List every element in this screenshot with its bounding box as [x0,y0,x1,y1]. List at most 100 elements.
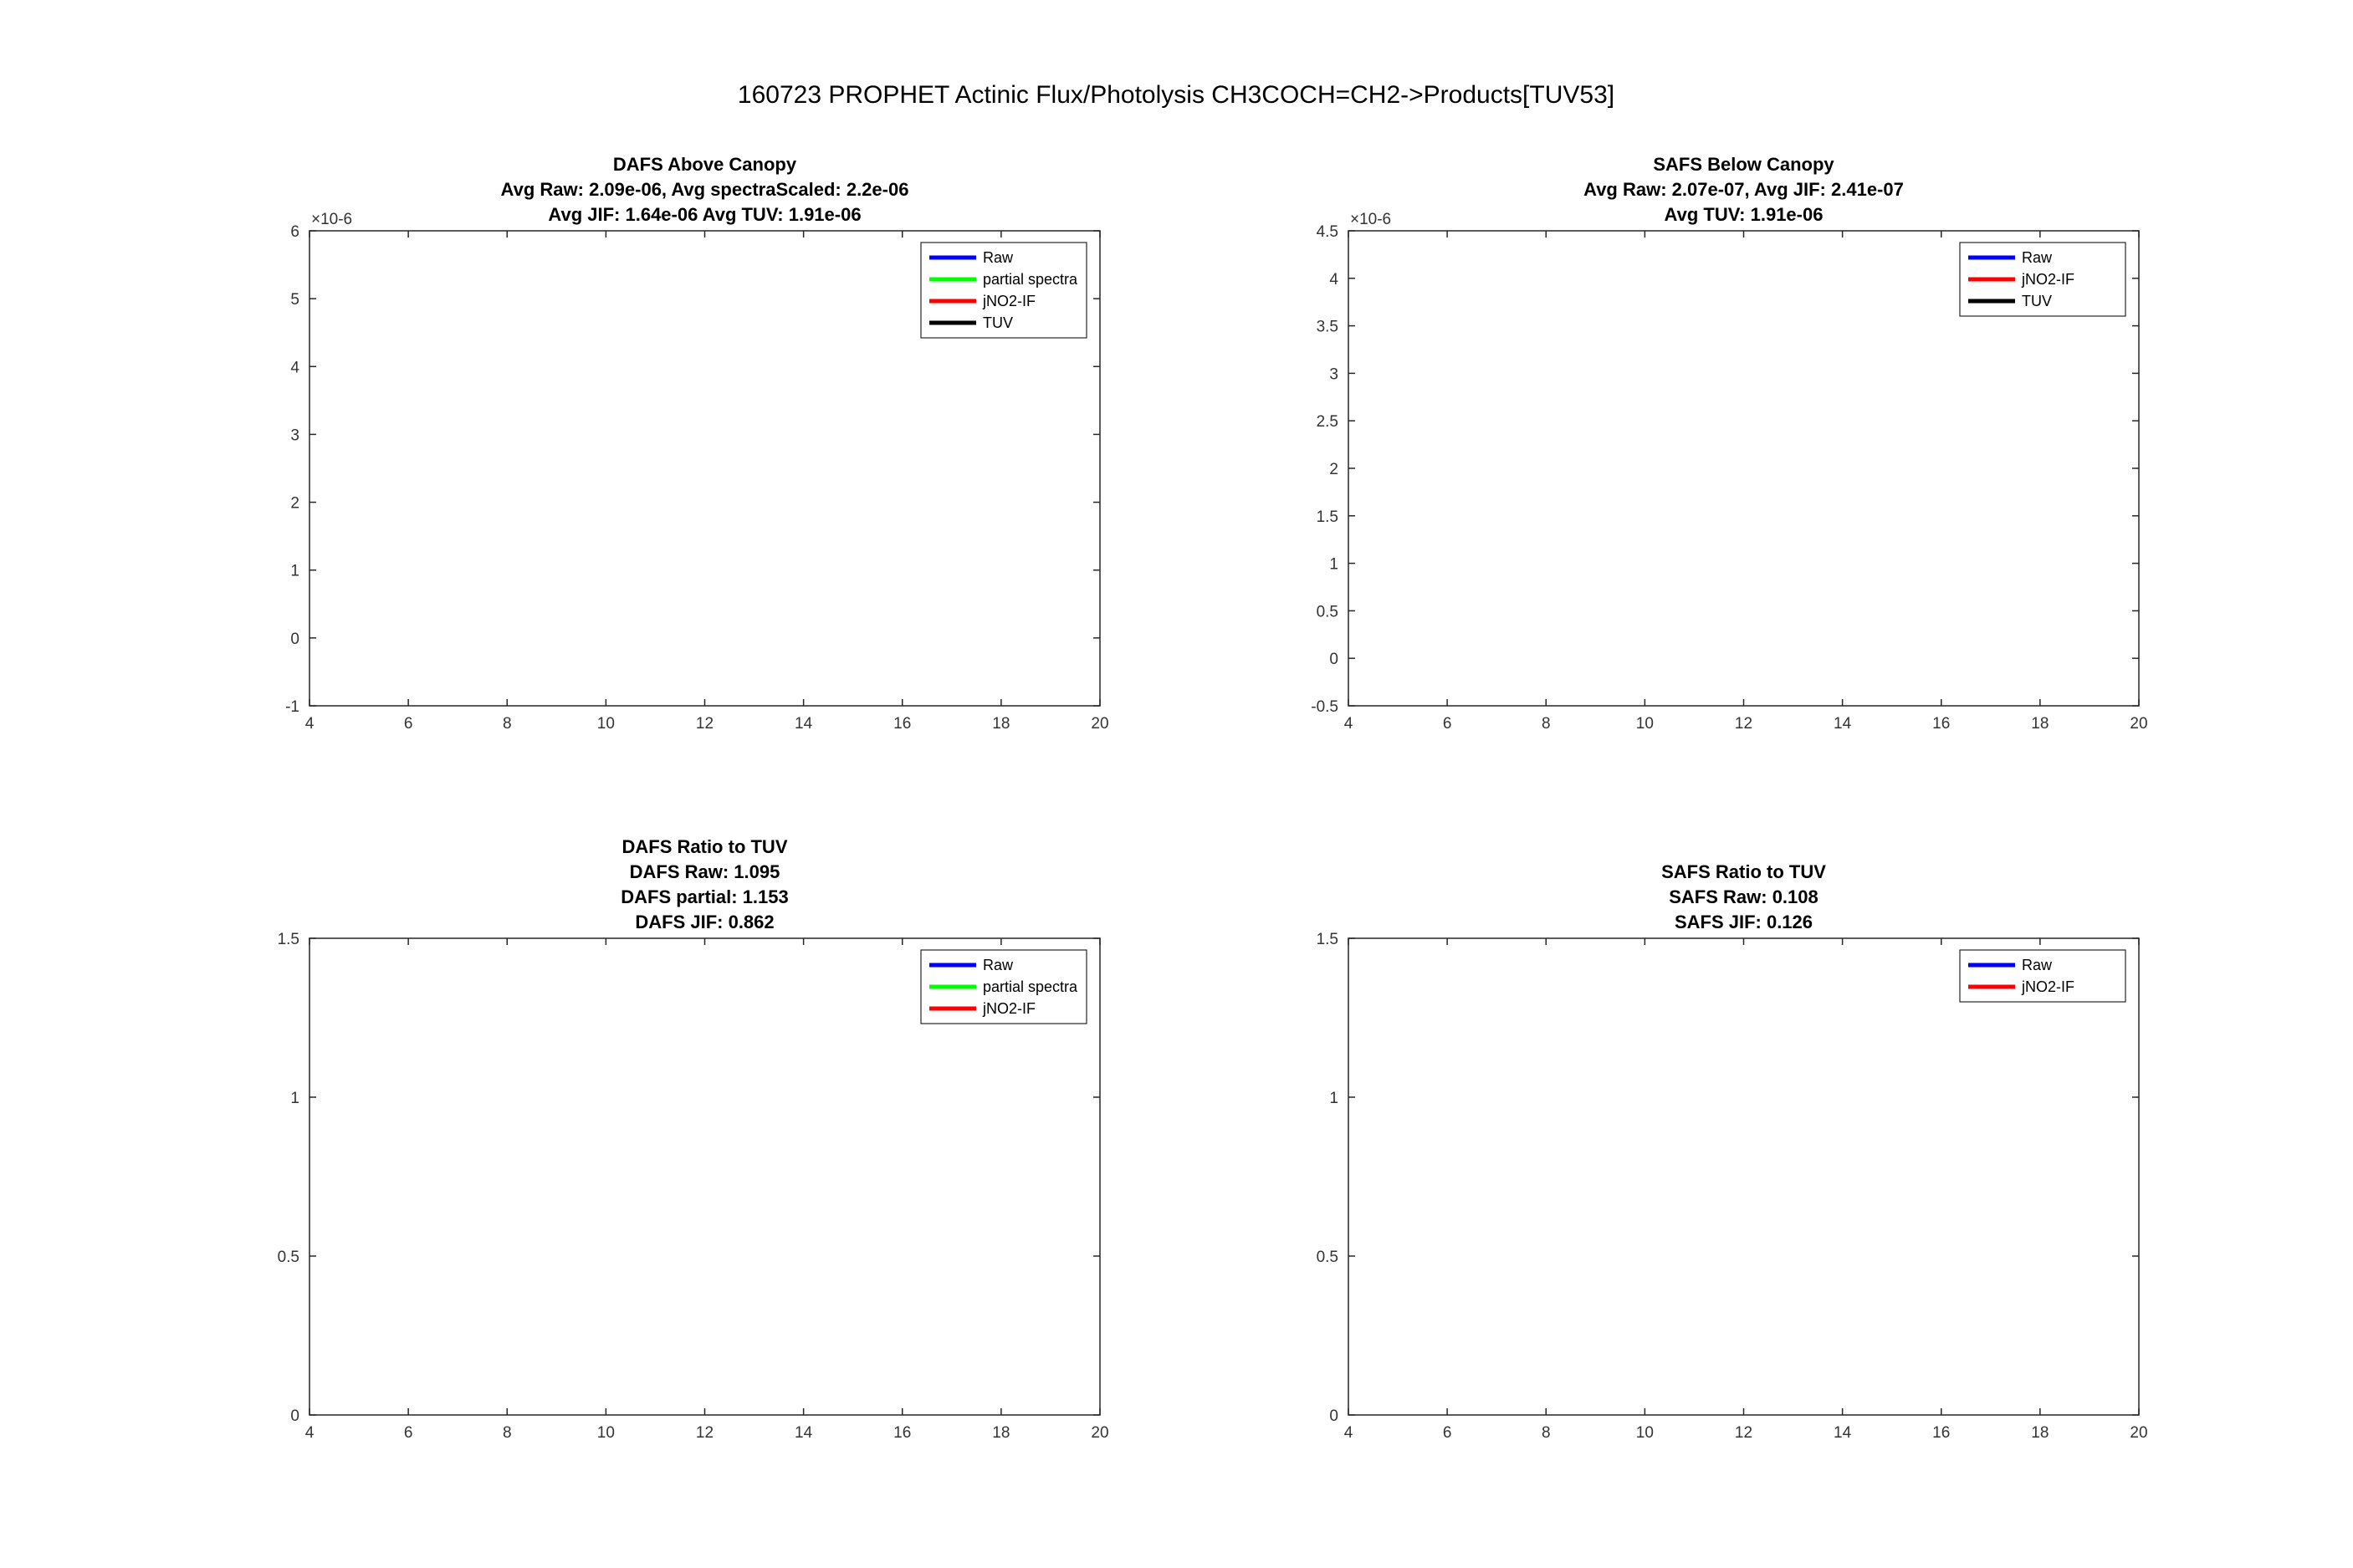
x-tick-label: 4 [1344,715,1353,733]
legend-entry-label: TUV [983,314,1013,331]
y-tick-label: 0.5 [1317,1249,1338,1266]
y-tick-label: 5 [290,291,299,309]
subplot-title-line: Avg Raw: 2.07e-07, Avg JIF: 2.41e-07 [1583,179,1904,200]
x-tick-label: 14 [1834,1424,1852,1442]
legend-entry-label: jNO2-IF [2021,271,2074,288]
legend-entry-label: partial spectra [983,271,1078,288]
y-tick-label: -0.5 [1311,698,1338,716]
legend-entry-label: Raw [983,249,1014,266]
x-tick-label: 12 [1735,715,1752,733]
x-tick-label: 18 [2031,715,2049,733]
subplot-title-line: SAFS Ratio to TUV [1661,861,1826,882]
y-tick-label: 1 [290,1090,299,1107]
y-tick-label: 2 [1329,461,1338,478]
x-tick-label: 8 [503,715,512,733]
legend-entry-label: jNO2-IF [2021,978,2074,995]
y-tick-label: -1 [285,698,299,716]
legend-entry-label: Raw [2022,249,2053,266]
x-tick-label: 18 [2031,1424,2049,1442]
legend: Raw partial spectra jNO2-IF TUV [920,242,1087,339]
subplot-title-line: SAFS JIF: 0.126 [1675,912,1813,932]
y-tick-label: 1.5 [1317,508,1338,526]
x-tick-label: 8 [503,1424,512,1442]
x-tick-label: 12 [696,1424,714,1442]
legend-entry-label: Raw [983,957,1014,973]
legend-box [1959,949,2126,1003]
y-tick-label: 1 [1329,556,1338,574]
legend-entry-label: partial spectra [983,978,1078,995]
x-tick-label: 4 [305,715,315,733]
x-tick-label: 10 [1636,1424,1654,1442]
subplot-title-line: DAFS Ratio to TUV [622,836,788,857]
subplot-title-line: DAFS Raw: 1.095 [630,861,780,882]
subplot-title-line: DAFS JIF: 0.862 [635,912,774,932]
y-tick-label: 3 [290,426,299,444]
legend: Raw jNO2-IF TUV [1959,242,2126,317]
y-tick-label: 1.5 [1317,931,1338,948]
x-tick-label: 10 [1636,715,1654,733]
x-tick-label: 18 [992,1424,1010,1442]
x-tick-label: 6 [404,1424,413,1442]
y-tick-label: 3 [1329,365,1338,383]
x-tick-label: 18 [992,715,1010,733]
subplot-p4: 4 6 8 10 12 14 16 18 20 0 0.5 1 1.5 SAFS Ratio to TUV… [1317,861,2148,1442]
x-tick-label: 20 [2130,715,2147,733]
x-tick-label: 20 [1091,1424,1108,1442]
axis-exponent-label: ×10-6 [1350,211,1391,228]
y-tick-label: 0 [290,631,299,648]
x-tick-label: 16 [1932,715,1950,733]
y-tick-label: 2.5 [1317,413,1338,431]
subplot-title-line: Avg JIF: 1.64e-06 Avg TUV: 1.91e-06 [548,204,861,225]
x-tick-label: 6 [1443,715,1452,733]
y-tick-label: 3.5 [1317,319,1338,336]
x-tick-label: 14 [795,1424,813,1442]
x-tick-label: 4 [305,1424,315,1442]
x-tick-label: 20 [1091,715,1108,733]
y-tick-label: 4 [1329,271,1338,289]
x-tick-label: 6 [404,715,413,733]
subplot-title-line: Avg Raw: 2.09e-06, Avg spectraScaled: 2.… [501,179,909,200]
subplot-p2: 4 6 8 10 12 14 16 18 20 -0.5 0 0.5 1 1.5 2 2.5 3 3.5 4 4.5 ×… [1311,154,2147,733]
y-tick-label: 6 [290,223,299,241]
y-tick-label: 0 [1329,651,1338,668]
legend-entry-label: Raw [2022,957,2053,973]
y-tick-label: 0.5 [278,1249,299,1266]
y-tick-label: 1 [1329,1090,1338,1107]
legend: Raw jNO2-IF [1959,949,2126,1003]
subplot-title-line: SAFS Raw: 0.108 [1669,886,1818,907]
x-tick-label: 16 [1932,1424,1950,1442]
legend-entry-label: jNO2-IF [982,1000,1036,1017]
x-tick-label: 14 [1834,715,1852,733]
x-tick-label: 8 [1542,715,1551,733]
y-tick-label: 4.5 [1317,223,1338,241]
axes-box [1348,937,2140,1416]
x-tick-label: 12 [1735,1424,1752,1442]
figure-title: 160723 PROPHET Actinic Flux/Photolysis C… [738,81,1614,109]
x-tick-label: 10 [597,1424,615,1442]
x-tick-label: 16 [893,715,911,733]
x-tick-label: 12 [696,715,714,733]
axis-exponent-label: ×10-6 [311,211,352,228]
legend-entry-label: TUV [2022,293,2052,309]
x-tick-label: 6 [1443,1424,1452,1442]
x-tick-label: 8 [1542,1424,1551,1442]
subplot-title-line: Avg TUV: 1.91e-06 [1665,204,1824,225]
subplot-p3: 4 6 8 10 12 14 16 18 20 0 0.5 1 1.5 DAFS Ratio to TUV… [278,836,1109,1442]
x-tick-label: 14 [795,715,813,733]
x-tick-label: 10 [597,715,615,733]
y-tick-label: 4 [290,359,299,376]
y-tick-label: 0 [290,1407,299,1425]
subplot-title-line: DAFS partial: 1.153 [621,886,789,907]
x-tick-label: 4 [1344,1424,1353,1442]
y-tick-label: 1 [290,563,299,580]
x-tick-label: 16 [893,1424,911,1442]
subplot-title-line: SAFS Below Canopy [1653,154,1834,175]
x-tick-label: 20 [2130,1424,2147,1442]
subplot-title-line: DAFS Above Canopy [613,154,797,175]
legend-entry-label: jNO2-IF [982,293,1036,309]
y-tick-label: 0.5 [1317,603,1338,621]
y-tick-label: 1.5 [278,931,299,948]
